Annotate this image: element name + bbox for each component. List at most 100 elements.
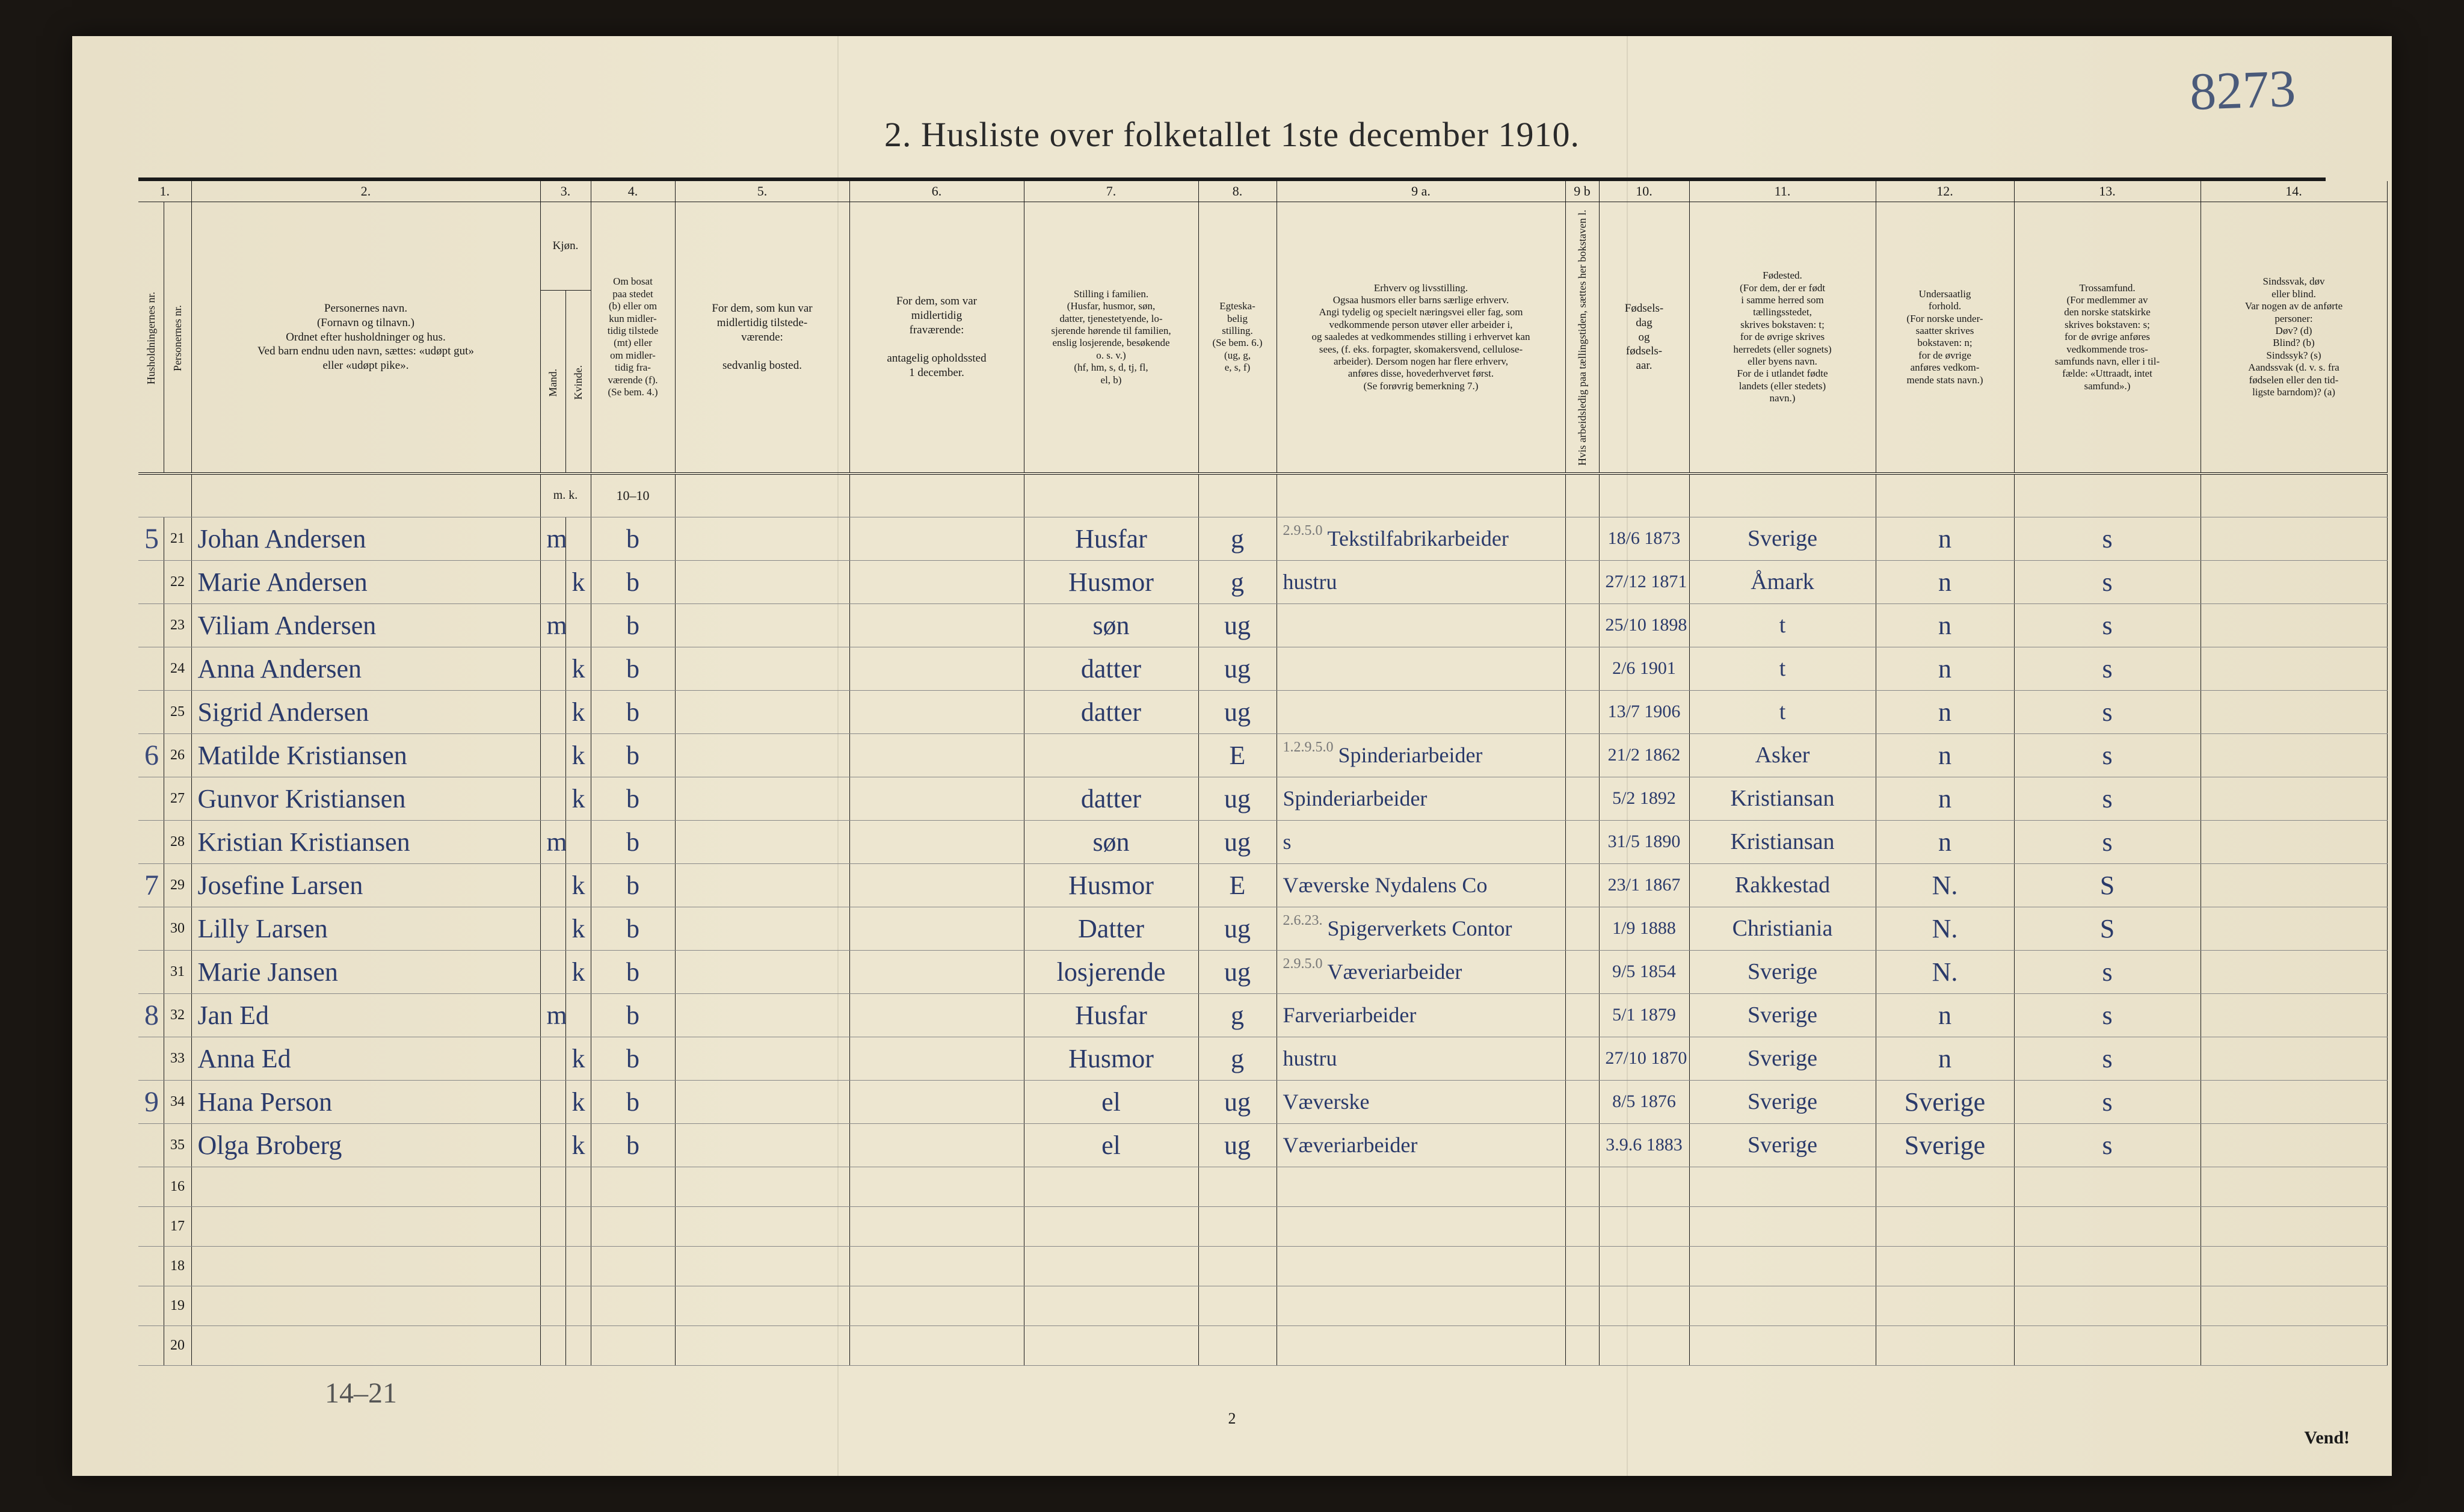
cell-fodested: Asker <box>1689 733 1876 777</box>
cell-fodested: Sverige <box>1689 517 1876 560</box>
cell-person-nr: 24 <box>164 647 191 690</box>
cell-sex-k: k <box>565 560 591 603</box>
table-row-blank: 16 <box>138 1167 2387 1206</box>
blank-cell <box>1689 1325 1876 1365</box>
cell-erhverv: Væveriarbeider <box>1277 1123 1565 1167</box>
cell-household-nr <box>138 1123 164 1167</box>
cell-sex-k <box>565 993 591 1037</box>
cell-bosat: b <box>591 690 675 733</box>
cell-bosat: b <box>591 820 675 863</box>
cell-dob: 13/7 1906 <box>1599 690 1689 733</box>
blank-cell <box>1198 1286 1277 1325</box>
cell-name: Gunvor Kristiansen <box>191 777 540 820</box>
cell-stilling: datter <box>1024 777 1198 820</box>
census-page: 8273 2. Husliste over folketallet 1ste d… <box>72 36 2392 1476</box>
blank-cell <box>849 1167 1024 1206</box>
blank-cell <box>1198 1206 1277 1246</box>
cell-sex-m <box>540 647 565 690</box>
blank-cell <box>1689 1167 1876 1206</box>
header-kjon: Kjøn. <box>540 202 591 291</box>
blank-cell <box>675 1286 849 1325</box>
cell-household-nr <box>138 647 164 690</box>
cell-egte: ug <box>1198 1123 1277 1167</box>
cell-name: Marie Jansen <box>191 950 540 993</box>
cell-dob: 3.9.6 1883 <box>1599 1123 1689 1167</box>
blank-cell <box>591 1167 675 1206</box>
colnum-2: 2. <box>191 181 540 202</box>
blank-cell <box>1024 1246 1198 1286</box>
colnum-9b: 9 b <box>1565 181 1599 202</box>
erhverv-text: Væveriarbeider <box>1283 1133 1418 1157</box>
header-sinds: Sindssvak, døv eller blind. Var nogen av… <box>2201 202 2387 474</box>
blank-cell <box>1689 1206 1876 1246</box>
blank-cell <box>2014 1246 2201 1286</box>
header-name: Personernes navn. (Fornavn og tilnavn.) … <box>191 202 540 474</box>
cell-midl-tilst <box>675 690 849 733</box>
cell-person-nr: 28 <box>164 820 191 863</box>
cell-person-nr: 26 <box>164 733 191 777</box>
blank-cell <box>1599 1325 1689 1365</box>
cell-tros: s <box>2014 993 2201 1037</box>
cell-midl-tilst <box>675 950 849 993</box>
cell-stilling: søn <box>1024 820 1198 863</box>
cell-dob: 25/10 1898 <box>1599 603 1689 647</box>
cell-midl-frav <box>849 863 1024 907</box>
cell-midl-frav <box>849 993 1024 1037</box>
cell-midl-frav <box>849 1080 1024 1123</box>
blank-cell <box>565 1206 591 1246</box>
blank-cell <box>138 1286 164 1325</box>
cell-sex-m <box>540 1123 565 1167</box>
cell-egte: ug <box>1198 690 1277 733</box>
cell-egte: ug <box>1198 820 1277 863</box>
cell-bosat: b <box>591 560 675 603</box>
blank-cell <box>1024 1167 1198 1206</box>
page-title: 2. Husliste over folketallet 1ste decemb… <box>72 114 2392 155</box>
census-table: 1. 2. 3. 4. 5. 6. 7. 8. 9 a. 9 b 10. 11.… <box>138 181 2388 1366</box>
cell-undersaat: n <box>1876 517 2014 560</box>
blank-cell <box>1599 1286 1689 1325</box>
cell-undersaat: N. <box>1876 950 2014 993</box>
cell-stilling: Husmor <box>1024 560 1198 603</box>
cell-household-nr <box>138 603 164 647</box>
cell-arb-ledig <box>1565 517 1599 560</box>
cell-sinds <box>2201 907 2387 950</box>
cell-name: Viliam Andersen <box>191 603 540 647</box>
cell-erhverv <box>1277 647 1565 690</box>
cell-sex-m <box>540 777 565 820</box>
annotation-topright: 8273 <box>2188 58 2296 123</box>
header-egte: Egteska- belig stilling. (Se bem. 6.) (u… <box>1198 202 1277 474</box>
header-erhverv: Erhverv og livsstilling. Ogsaa husmors e… <box>1277 202 1565 474</box>
cell-arb-ledig <box>1565 777 1599 820</box>
cell-sex-k: k <box>565 863 591 907</box>
cell-household-nr: 5 <box>138 517 164 560</box>
cell-arb-ledig <box>1565 950 1599 993</box>
cell-sinds <box>2201 733 2387 777</box>
colnum-4: 4. <box>591 181 675 202</box>
cell-name: Sigrid Andersen <box>191 690 540 733</box>
blank-cell <box>2014 1206 2201 1246</box>
cell-sinds <box>2201 1037 2387 1080</box>
cell-name: Anna Ed <box>191 1037 540 1080</box>
erhverv-text: Spinderiarbeider <box>1338 743 1483 767</box>
cell-tros: S <box>2014 907 2201 950</box>
cell-undersaat: n <box>1876 647 2014 690</box>
blank-cell <box>849 1246 1024 1286</box>
cell-sex-m <box>540 690 565 733</box>
cell-erhverv <box>1277 690 1565 733</box>
cell-household-nr <box>138 560 164 603</box>
table-row: 22Marie AndersenkbHusmorghustru27/12 187… <box>138 560 2387 603</box>
cell-midl-tilst <box>675 517 849 560</box>
cell-egte: E <box>1198 733 1277 777</box>
blank-cell <box>565 1167 591 1206</box>
cell-midl-frav <box>849 690 1024 733</box>
cell-erhverv: hustru <box>1277 1037 1565 1080</box>
cell-stilling: Husfar <box>1024 517 1198 560</box>
cell-stilling: Husmor <box>1024 1037 1198 1080</box>
cell-name: Johan Andersen <box>191 517 540 560</box>
cell-midl-frav <box>849 777 1024 820</box>
header-midl-tilst: For dem, som kun var midlertidig tilsted… <box>675 202 849 474</box>
blank-cell <box>1277 1167 1565 1206</box>
erhverv-text: Farveriarbeider <box>1283 1003 1417 1027</box>
cell-name: Josefine Larsen <box>191 863 540 907</box>
colnum-11: 11. <box>1689 181 1876 202</box>
